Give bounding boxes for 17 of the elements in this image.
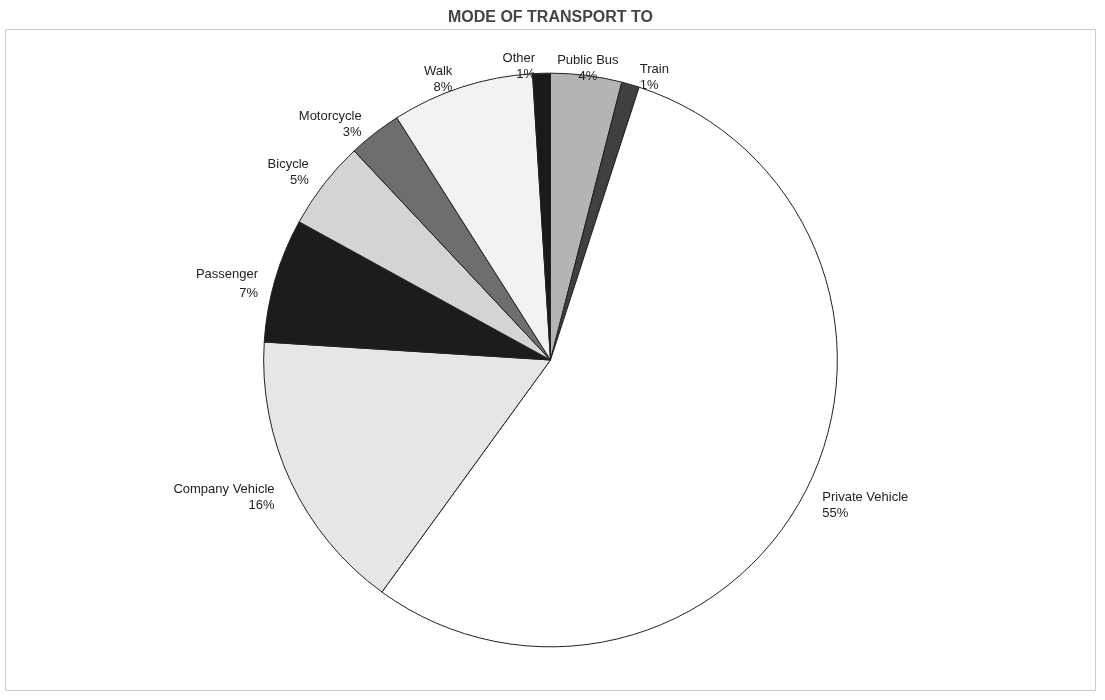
data-label: 3% bbox=[342, 123, 363, 139]
data-label: 7% bbox=[239, 285, 259, 301]
slice-label: Walk bbox=[423, 63, 453, 79]
chart-title: MODE OF TRANSPORT TO bbox=[447, 7, 654, 25]
data-label: 5% bbox=[290, 172, 310, 188]
data-label: 55% bbox=[822, 504, 849, 520]
slice-label: Bicycle bbox=[267, 156, 309, 172]
slice-label: Company Vehicle bbox=[173, 481, 275, 497]
slice-label: Train bbox=[639, 60, 669, 76]
data-label: 16% bbox=[248, 497, 276, 513]
slice-label: Public Bus bbox=[557, 52, 620, 68]
slice-label: Other bbox=[502, 50, 536, 66]
slice-label: Private Vehicle bbox=[822, 488, 909, 504]
slice-label: Passenger bbox=[195, 266, 259, 282]
data-label: 8% bbox=[433, 79, 453, 95]
data-label: 1% bbox=[639, 76, 659, 92]
slice-label: Motorcycle bbox=[298, 107, 362, 123]
